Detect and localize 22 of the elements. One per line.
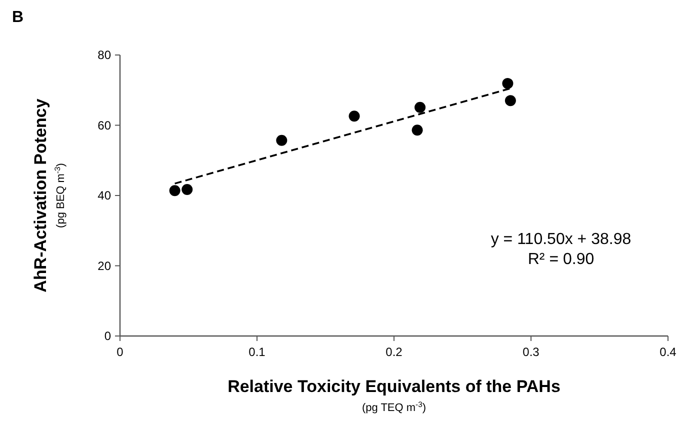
point xyxy=(502,78,514,89)
point xyxy=(276,134,288,146)
point xyxy=(414,102,426,113)
x-tick-label: 0.4 xyxy=(660,345,677,359)
y-tick-label: 60 xyxy=(98,118,112,132)
y-tick-label: 80 xyxy=(98,48,112,62)
y-tick-label: 0 xyxy=(104,329,112,343)
x-tick-label: 0 xyxy=(116,345,124,359)
x-tick-label: 0.1 xyxy=(248,345,266,359)
point xyxy=(182,184,193,196)
point xyxy=(412,124,423,136)
annotation: R² = 0.90 xyxy=(528,251,594,268)
annotation: y = 110.50x + 38.98 xyxy=(490,231,632,248)
y-tick-label: 40 xyxy=(98,188,112,202)
x-axis-title: Relative Toxicity Equivalents of the PAHs (pg TEQ m$^{-3}$) xyxy=(228,377,560,414)
chart-title: B xyxy=(12,9,24,26)
x-tick-label: 0.2 xyxy=(386,345,403,359)
point xyxy=(348,110,360,122)
point xyxy=(169,185,180,196)
x-tick-label: 0.3 xyxy=(522,345,540,359)
y-tick-label: 20 xyxy=(98,258,112,273)
point xyxy=(504,95,516,106)
